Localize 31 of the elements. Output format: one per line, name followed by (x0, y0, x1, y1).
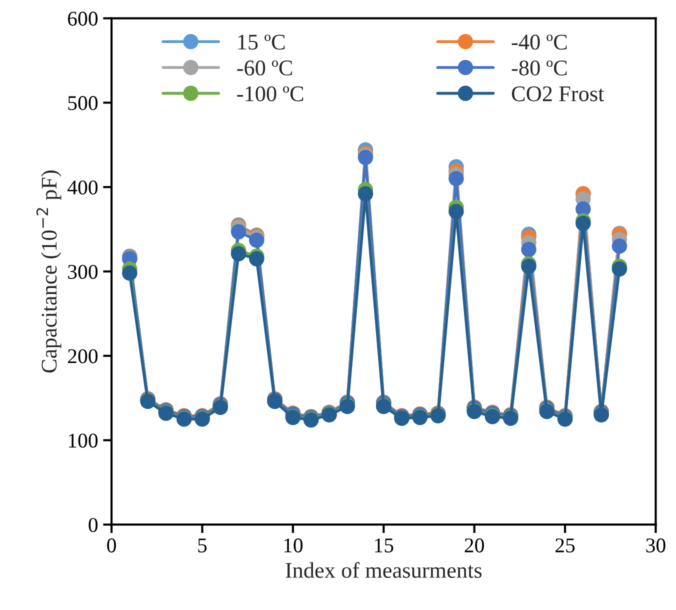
y-axis-title: Capacitance (10$^{−2}$ pF) (36, 170, 62, 373)
point (358, 186, 374, 202)
legend-label: CO2 Frost (512, 86, 604, 102)
x-tick-label: 30 (646, 538, 666, 552)
x-tick-label: 25 (556, 538, 575, 552)
point (230, 246, 246, 262)
x-tick-label: 10 (284, 538, 303, 552)
point (612, 238, 628, 254)
legend-label: -100 ºC (237, 86, 304, 102)
x-tick-label: 0 (107, 538, 116, 552)
point (230, 224, 246, 240)
point (521, 258, 536, 274)
point (521, 242, 536, 258)
point (448, 170, 464, 186)
x-axis-title: Index of measurments (286, 562, 482, 578)
x-tick-label: 5 (198, 538, 207, 552)
x-tick-label: 15 (375, 538, 394, 552)
x-tick-label: 20 (464, 538, 484, 552)
point (122, 266, 138, 281)
y-tick-label: 100 (68, 434, 98, 448)
y-tick-label: 0 (88, 518, 98, 532)
legend-label: -40 ºC (512, 34, 567, 50)
point (448, 204, 464, 220)
y-tick-label: 200 (68, 349, 98, 364)
y-tick-label: 500 (68, 96, 98, 110)
y-tick-label: 600 (68, 12, 98, 26)
legend-label: 15 ºC (238, 34, 285, 50)
legend-label: -60 ºC (237, 60, 292, 76)
y-tick-label: 400 (68, 180, 98, 194)
legend-label: -80 ºC (512, 60, 567, 76)
y-tick-label: 300 (68, 264, 98, 279)
